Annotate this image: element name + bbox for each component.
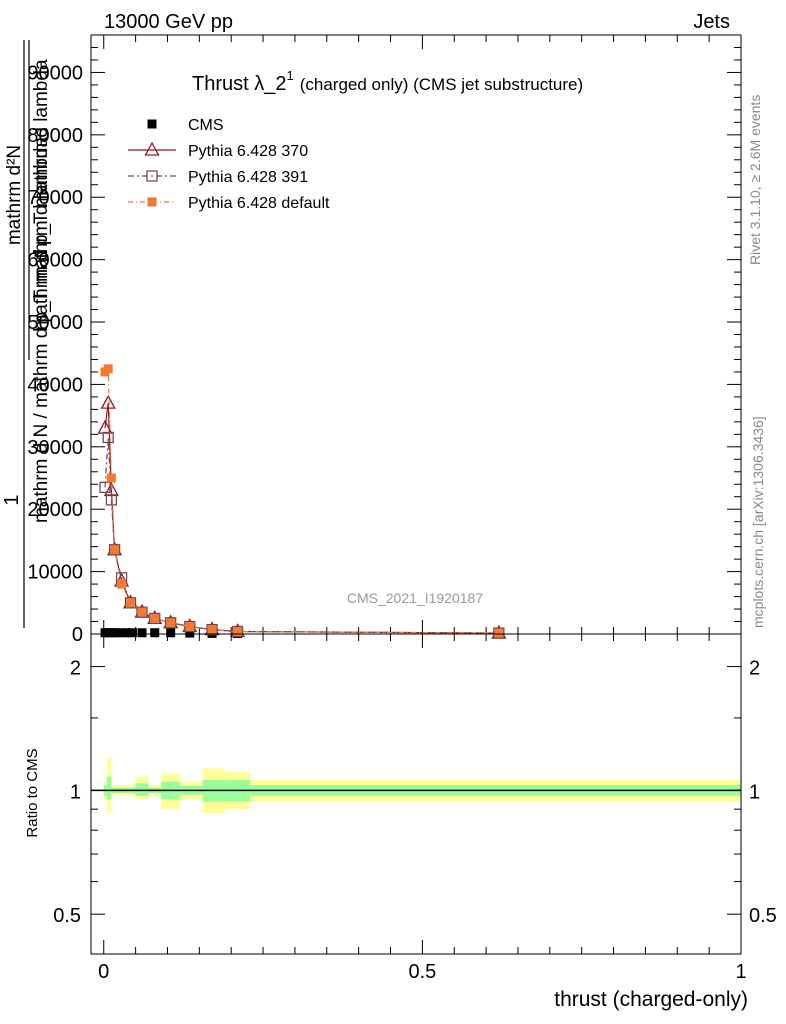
data-point [184,620,196,633]
data-point [136,606,148,618]
legend-label: Pythia 6.428 391 [188,169,308,186]
main-ytick-label: 30000 [27,437,83,459]
ratio-ytick-label: 1 [70,781,81,803]
data-point [149,612,161,625]
data-point [115,628,125,638]
main-ytick-label: 90000 [27,62,83,84]
data-point [103,364,113,374]
chart-title-main: Thrust λ_2 [192,73,286,95]
data-point [100,394,116,409]
legend: CMS Pythia 6.428 370 Pythia 6.428 391 Pythi… [128,117,330,212]
ratio-y-axis: 0.5 0.5 1 1 2 2 [53,658,777,928]
data-point [206,623,218,636]
data-point [150,628,160,638]
ratio-ytick-label-right: 0.5 [749,905,777,927]
main-ytick-label: 50000 [27,312,83,334]
rivet-label: Rivet 3.1.10, ≥ 2.6M events [747,95,763,265]
process-label: Jets [693,11,730,33]
data-point [165,617,177,629]
data-point [105,494,118,506]
data-point [110,628,120,638]
ratio-band-inner [135,783,149,796]
ratio-xtick-label: 0.5 [408,961,436,983]
legend-marker [147,119,157,129]
data-point [150,613,160,623]
data-point [185,628,195,638]
main-y-axis: 0 10000 20000 30000 40000 50000 60000 70000 8000… [27,34,741,646]
ratio-bands [91,757,741,814]
series-line [104,437,499,634]
legend-label: Pythia 6.428 default [188,195,330,212]
ylabel-denominator: mathrm d N / mathrm d p_T mathrm d lambd… [31,137,52,524]
ratio-frame [90,633,742,955]
data-point [102,431,114,444]
x-axis-label: thrust (charged-only) [554,988,748,1011]
data-point [124,597,137,609]
legend-marker [146,170,158,182]
data-point [99,481,111,494]
data-point [166,618,176,628]
main-panel: 0 10000 20000 30000 40000 50000 60000 70000 8000… [27,34,742,646]
main-ytick-label: 20000 [27,499,83,521]
legend-label: CMS [188,117,224,134]
ratio-panel: 0.5 0.51 12 2 0 0.5 1 Ratio to CMS thrust (ch… [24,633,777,1011]
data-point [117,579,127,589]
data-point [233,627,243,637]
data-point [127,628,137,638]
legend-marker [147,197,157,207]
main-ytick-label: 40000 [27,374,83,396]
legend-label: Pythia 6.428 370 [188,143,308,160]
ratio-ytick-label: 0.5 [53,905,81,927]
data-point [185,622,195,632]
data-point [137,607,147,617]
chart-title: Thrust λ_21 (charged only) (CMS jet subst… [192,68,583,95]
main-ytick-label: 80000 [27,125,83,147]
ratio-ytick-label-right: 2 [749,658,760,680]
ylabel-inner-denominator: mathrm d p_T mathrm d lambda [31,59,52,330]
ylabel-one: 1 [1,494,23,505]
ratio-ytick-label: 2 [70,658,81,680]
series-2 [99,431,505,639]
main-ytick-label: 10000 [27,562,83,584]
ratio-ytick-label-right: 1 [749,781,760,803]
series-3 [100,364,504,638]
main-ytick-label: 70000 [27,187,83,209]
data-point [207,625,217,635]
ylabel-numerator: mathrm d²N [4,145,25,245]
chart-title-suffix: (charged only) (CMS jet substructure) [300,75,583,94]
data-point [166,628,176,638]
analysis-watermark: CMS_2021_I1920187 [347,590,483,606]
data-point [121,628,131,638]
data-point [137,628,147,638]
chart-title-sup: 1 [286,68,293,83]
ratio-ylabel: Ratio to CMS [24,748,41,837]
main-series-group [97,364,507,639]
main-ytick-label: 0 [72,624,83,646]
ratio-xtick-label: 1 [735,961,746,983]
data-point [493,627,505,639]
data-point [494,628,504,638]
data-point [106,473,116,483]
ratio-x-axis: 0 0.5 1 [98,634,747,983]
mcplots-label: mcplots.cern.ch [arXiv:1306.3436] [750,416,766,628]
main-ytick-label: 60000 [27,250,83,272]
ratio-xtick-label: 0 [98,961,109,983]
main-ylabel: 1 mathrm d N / mathrm d p_T mathrm d lam… [1,40,52,628]
data-point [110,545,120,555]
energy-label: 13000 GeV pp [104,11,233,33]
legend-marker [144,141,160,156]
data-point [126,598,136,608]
ratio-band-inner [106,776,112,800]
